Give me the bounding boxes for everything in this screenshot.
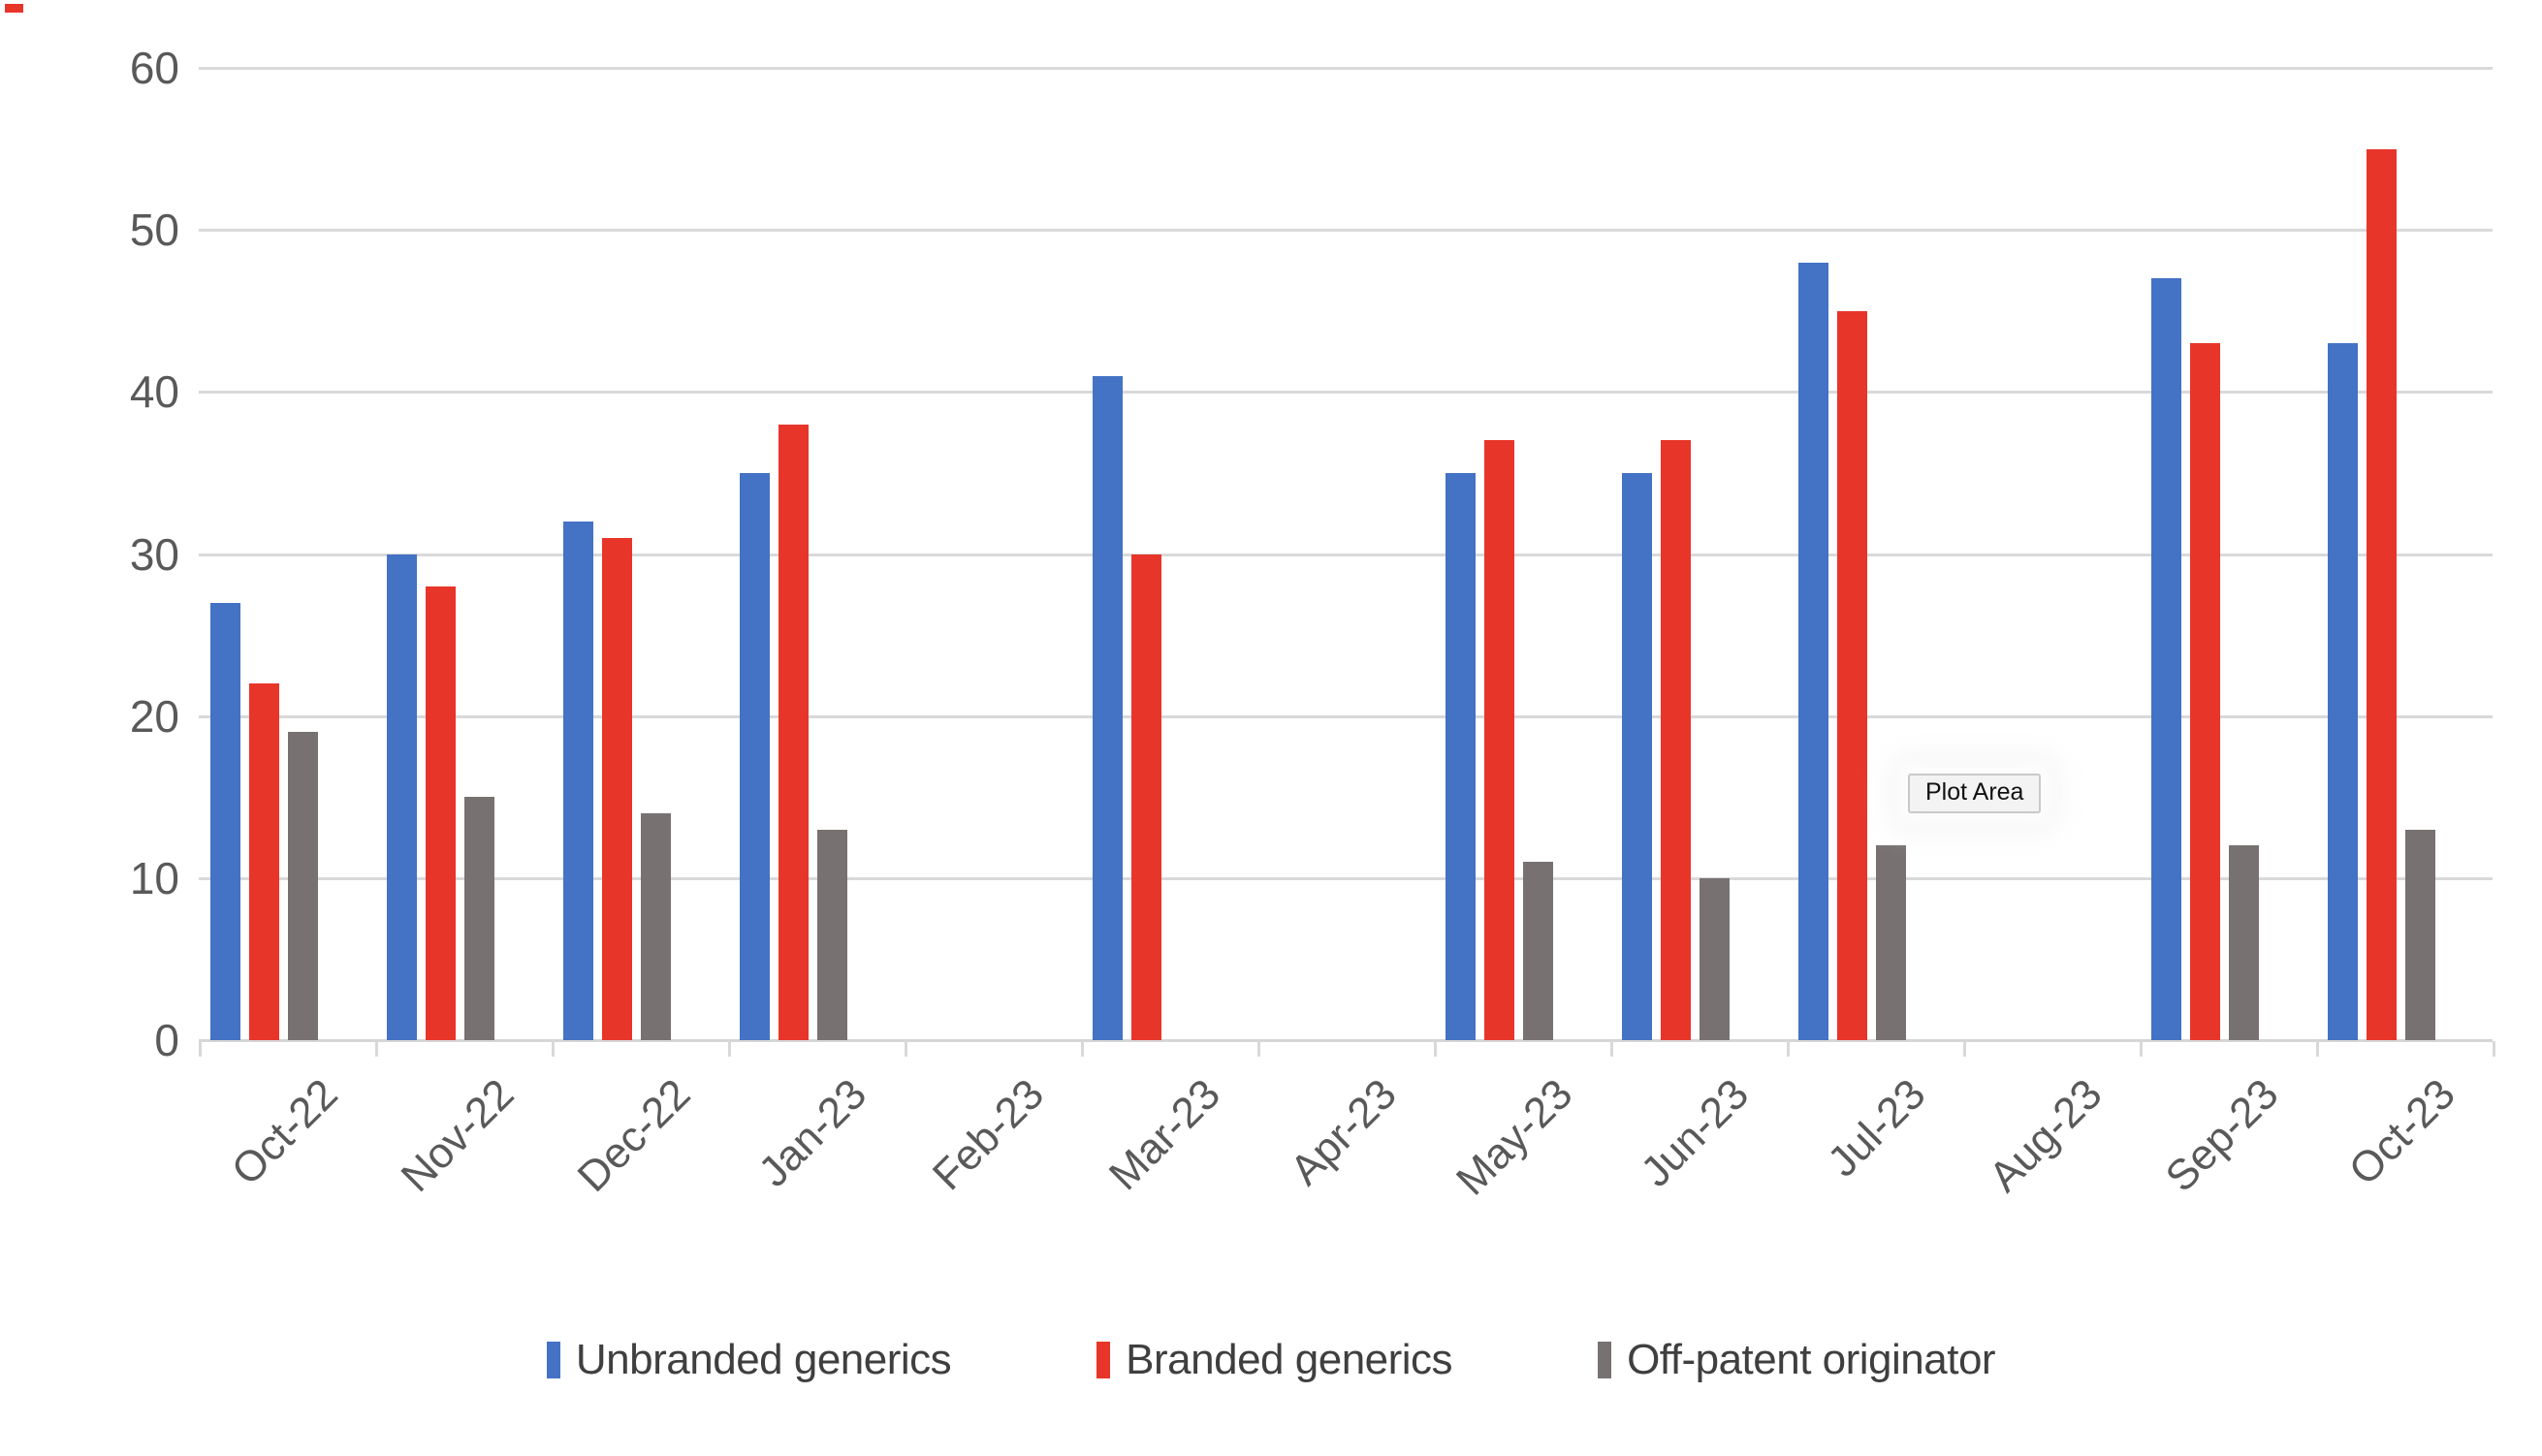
x-axis-tick	[1610, 1041, 1613, 1057]
bar-off-patent-originator-jan-23[interactable]	[817, 830, 847, 1040]
bar-off-patent-originator-dec-22[interactable]	[641, 813, 671, 1040]
x-axis-tick	[1787, 1041, 1790, 1057]
x-axis-tick	[2140, 1041, 2143, 1057]
stray-red-mark	[5, 4, 23, 13]
x-tick-label-aug-23: Aug-23	[1980, 1070, 2112, 1201]
legend-label: Branded generics	[1126, 1336, 1453, 1383]
x-tick-label-feb-23: Feb-23	[923, 1070, 1053, 1200]
bar-unbranded-generics-may-23[interactable]	[1446, 473, 1476, 1040]
x-axis-tick	[2493, 1041, 2495, 1057]
x-tick-label-nov-22: Nov-22	[392, 1070, 524, 1201]
y-tick-label-60: 60	[129, 43, 179, 93]
x-axis-tick	[2316, 1041, 2319, 1057]
bar-off-patent-originator-jun-23[interactable]	[1700, 878, 1730, 1040]
plot-area-tooltip: Plot Area	[1908, 774, 2042, 813]
x-axis-tick	[552, 1041, 555, 1057]
x-tick-label-mar-23: Mar-23	[1099, 1070, 1229, 1200]
y-tick-label-50: 50	[129, 205, 179, 255]
bar-unbranded-generics-sep-23[interactable]	[2151, 278, 2181, 1040]
y-tick-label-30: 30	[129, 529, 179, 580]
x-tick-label-jan-23: Jan-23	[749, 1070, 876, 1196]
y-tick-label-40: 40	[129, 366, 179, 417]
bar-branded-generics-oct-22[interactable]	[249, 683, 279, 1040]
bar-branded-generics-jun-23[interactable]	[1661, 440, 1691, 1040]
x-axis-line	[199, 1039, 2493, 1042]
x-axis-tick	[1963, 1041, 1966, 1057]
x-tick-label-jul-23: Jul-23	[1819, 1070, 1935, 1187]
gridline-60	[199, 67, 2493, 70]
x-tick-label-may-23: May-23	[1447, 1070, 1582, 1205]
bar-off-patent-originator-nov-22[interactable]	[464, 797, 494, 1040]
bar-unbranded-generics-mar-23[interactable]	[1093, 376, 1123, 1040]
legend-item-branded-generics[interactable]: Branded generics	[1096, 1336, 1453, 1384]
gridline-20	[199, 715, 2493, 718]
bar-off-patent-originator-oct-23[interactable]	[2405, 830, 2435, 1040]
bar-unbranded-generics-oct-23[interactable]	[2328, 343, 2358, 1040]
bar-unbranded-generics-dec-22[interactable]	[563, 522, 593, 1040]
gridline-10	[199, 877, 2493, 880]
legend: Unbranded generics Branded generics Off-pa…	[0, 1336, 2542, 1384]
bar-off-patent-originator-sep-23[interactable]	[2229, 845, 2259, 1040]
x-axis-tick	[1434, 1041, 1437, 1057]
bar-branded-generics-jan-23[interactable]	[778, 425, 809, 1040]
bar-off-patent-originator-may-23[interactable]	[1523, 862, 1553, 1040]
x-axis-tick	[375, 1041, 378, 1057]
bar-branded-generics-dec-22[interactable]	[602, 538, 632, 1040]
x-tick-label-jun-23: Jun-23	[1632, 1070, 1759, 1196]
bar-unbranded-generics-jan-23[interactable]	[740, 473, 770, 1040]
x-axis-tick	[905, 1041, 907, 1057]
legend-item-off-patent-originator[interactable]: Off-patent originator	[1598, 1336, 1996, 1384]
legend-swatch-icon	[546, 1342, 560, 1378]
y-tick-label-20: 20	[129, 691, 179, 742]
gridline-30	[199, 554, 2493, 556]
x-tick-label-oct-22: Oct-22	[222, 1070, 347, 1195]
legend-label: Off-patent originator	[1627, 1336, 1996, 1383]
bar-branded-generics-nov-22[interactable]	[426, 586, 456, 1040]
x-tick-label-sep-23: Sep-23	[2156, 1070, 2288, 1201]
y-tick-label-10: 10	[129, 853, 179, 903]
bar-unbranded-generics-nov-22[interactable]	[387, 554, 417, 1040]
legend-label: Unbranded generics	[575, 1336, 952, 1383]
gridline-50	[199, 229, 2493, 232]
bar-branded-generics-sep-23[interactable]	[2190, 343, 2220, 1040]
bar-off-patent-originator-oct-22[interactable]	[288, 732, 318, 1040]
x-axis-tick	[1257, 1041, 1260, 1057]
bar-off-patent-originator-jul-23[interactable]	[1876, 845, 1906, 1040]
bar-unbranded-generics-jun-23[interactable]	[1622, 473, 1652, 1040]
x-tick-label-oct-23: Oct-23	[2339, 1070, 2464, 1195]
x-axis-tick	[199, 1041, 202, 1057]
bar-unbranded-generics-oct-22[interactable]	[210, 603, 240, 1040]
x-axis-tick	[1081, 1041, 1084, 1057]
bar-branded-generics-oct-23[interactable]	[2367, 149, 2397, 1040]
bar-branded-generics-may-23[interactable]	[1484, 440, 1514, 1040]
x-tick-label-dec-22: Dec-22	[568, 1070, 700, 1201]
x-axis-tick	[728, 1041, 731, 1057]
legend-swatch-icon	[1598, 1342, 1612, 1378]
gridline-40	[199, 391, 2493, 394]
bar-branded-generics-mar-23[interactable]	[1131, 554, 1161, 1040]
x-tick-label-apr-23: Apr-23	[1281, 1070, 1406, 1195]
y-tick-label-0: 0	[154, 1015, 179, 1065]
legend-swatch-icon	[1096, 1342, 1111, 1378]
legend-item-unbranded-generics[interactable]: Unbranded generics	[546, 1336, 952, 1384]
bar-unbranded-generics-jul-23[interactable]	[1798, 263, 1828, 1040]
bar-branded-generics-jul-23[interactable]	[1837, 311, 1867, 1040]
